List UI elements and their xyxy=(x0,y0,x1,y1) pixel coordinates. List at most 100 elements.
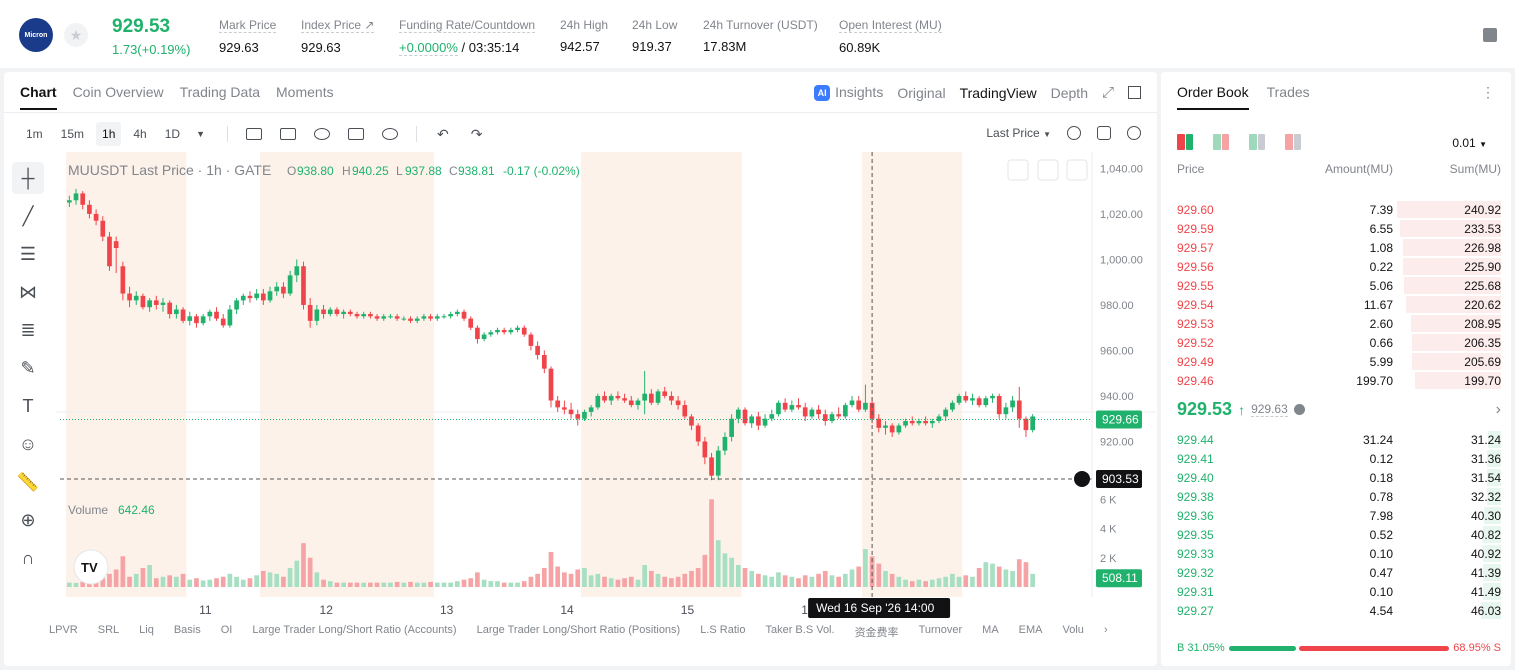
timeframe-4h[interactable]: 4h xyxy=(133,127,147,141)
collapse-icon[interactable] xyxy=(1037,159,1059,181)
tab-tradingview[interactable]: TradingView xyxy=(959,84,1037,101)
pattern-icon[interactable]: ⋈ xyxy=(19,281,37,302)
tab-order-book[interactable]: Order Book xyxy=(1177,84,1249,110)
favorite-star-icon[interactable]: ★ xyxy=(64,23,88,47)
timeframe-1d[interactable]: 1D xyxy=(164,127,181,141)
order-book-row[interactable]: 929.33 0.10 40.92 xyxy=(1177,544,1501,563)
indicator-item[interactable]: SRL xyxy=(97,624,120,636)
row-price: 929.31 xyxy=(1177,584,1214,599)
candle-type-icon[interactable] xyxy=(246,128,262,140)
redo-icon[interactable]: ↷ xyxy=(470,125,483,142)
both-sides-view-icon[interactable] xyxy=(1177,134,1193,150)
row-sum: 205.69 xyxy=(1464,354,1501,369)
tab-moments[interactable]: Moments xyxy=(276,84,334,100)
chevron-right-icon[interactable]: › xyxy=(1495,400,1501,418)
magnet-icon[interactable]: ∩ xyxy=(21,547,35,568)
camera-icon[interactable] xyxy=(1097,126,1111,140)
sell-ratio: 68.95% S xyxy=(1453,642,1501,654)
indicator-item[interactable]: Basis xyxy=(173,624,201,636)
indicator-item[interactable]: EMA xyxy=(1018,624,1043,636)
tab-coin-overview[interactable]: Coin Overview xyxy=(72,84,164,100)
indicator-item[interactable]: L.S Ratio xyxy=(700,624,746,636)
settings-icon[interactable] xyxy=(1127,126,1141,140)
precision-select[interactable]: 0.01 ▼ xyxy=(1452,136,1487,150)
indicator-item[interactable]: MA xyxy=(982,624,999,636)
order-book-row[interactable]: 929.57 1.08 226.98 xyxy=(1177,238,1501,257)
ruler-icon[interactable]: 📏 xyxy=(16,471,40,492)
fib-icon[interactable]: ≣ xyxy=(20,319,36,340)
order-book-row[interactable]: 929.55 5.06 225.68 xyxy=(1177,276,1501,295)
order-book-row[interactable]: 929.52 0.66 206.35 xyxy=(1177,333,1501,352)
crosshair-icon[interactable]: ┼ xyxy=(12,162,44,194)
order-book-row[interactable]: 929.36 7.98 40.30 xyxy=(1177,506,1501,525)
chevron-right-icon[interactable]: › xyxy=(1103,624,1108,636)
timeframe-15m[interactable]: 15m xyxy=(60,127,85,141)
expand-icon[interactable]: ⤢ xyxy=(1101,84,1114,102)
indicator-item[interactable]: OI xyxy=(220,624,233,636)
volume-bar xyxy=(381,582,387,587)
view-tabs: AI Insights Original TradingView Depth ⤢ xyxy=(814,84,1141,102)
emoji-icon[interactable]: ☺ xyxy=(18,433,38,454)
indicator-item[interactable]: LPVR xyxy=(49,624,78,636)
tab-chart[interactable]: Chart xyxy=(20,84,57,110)
tab-depth[interactable]: Depth xyxy=(1050,84,1088,101)
order-book-row[interactable]: 929.40 0.18 31.54 xyxy=(1177,468,1501,487)
search-icon[interactable] xyxy=(1067,126,1081,140)
tab-insights[interactable]: AI Insights xyxy=(814,84,883,102)
chart-legend-ohlc: O 938.80 H 940.25 L 937.88 C 938.81 -0.1… xyxy=(287,164,580,178)
indicator-item[interactable]: Turnover xyxy=(918,624,963,636)
split-view-icon[interactable] xyxy=(1285,134,1301,150)
order-book-row[interactable]: 929.41 0.12 31.36 xyxy=(1177,449,1501,468)
order-book-row[interactable]: 929.53 2.60 208.95 xyxy=(1177,314,1501,333)
order-book-row[interactable]: 929.32 0.47 41.39 xyxy=(1177,563,1501,582)
zoom-in-icon[interactable]: ⊕ xyxy=(20,509,36,530)
scroll-down-icon[interactable] xyxy=(1007,159,1029,181)
more-menu-icon[interactable]: ⋮ xyxy=(1481,84,1495,100)
refresh-icon[interactable] xyxy=(1066,159,1088,181)
candle-body xyxy=(903,421,908,426)
order-book-row[interactable]: 929.56 0.22 225.90 xyxy=(1177,257,1501,276)
order-book-row[interactable]: 929.44 31.24 31.24 xyxy=(1177,430,1501,449)
timeframe-1h[interactable]: 1h xyxy=(96,122,122,146)
timeframe-dropdown-icon[interactable]: ▼ xyxy=(196,129,205,139)
notebook-icon[interactable] xyxy=(1483,28,1497,42)
undo-icon[interactable]: ↶ xyxy=(437,125,449,142)
order-book-row[interactable]: 929.31 0.10 41.49 xyxy=(1177,582,1501,601)
tab-original[interactable]: Original xyxy=(897,84,946,101)
indicator-item[interactable]: Large Trader Long/Short Ratio (Positions… xyxy=(476,624,681,636)
bids-list: 929.44 31.24 31.24 929.41 0.12 31.36 929.40 0.1… xyxy=(1177,430,1501,620)
indicator-item[interactable]: Taker B.S Vol. xyxy=(765,624,835,636)
order-book-row[interactable]: 929.59 6.55 233.53 xyxy=(1177,219,1501,238)
order-book-row[interactable]: 929.54 11.67 220.62 xyxy=(1177,295,1501,314)
indicator-item[interactable]: Volu xyxy=(1062,624,1084,636)
trendline-icon[interactable]: ╱ xyxy=(22,205,34,226)
order-book-row[interactable]: 929.35 0.52 40.82 xyxy=(1177,525,1501,544)
candle-body xyxy=(301,266,306,305)
layout-icon[interactable] xyxy=(348,128,364,140)
replay-icon[interactable] xyxy=(314,128,330,140)
price-chart[interactable]: 1,040.00 1,020.00 1,000.00 980.00 960.00 940.… xyxy=(56,152,1156,622)
tab-trading-data[interactable]: Trading Data xyxy=(179,84,261,100)
indicators-icon[interactable] xyxy=(280,128,296,140)
indicator-item[interactable]: Large Trader Long/Short Ratio (Accounts) xyxy=(252,624,457,636)
order-book-row[interactable]: 929.49 5.99 205.69 xyxy=(1177,352,1501,371)
bids-only-view-icon[interactable] xyxy=(1213,134,1229,150)
timeframe-1m[interactable]: 1m xyxy=(26,127,43,141)
indicator-item[interactable]: Liq xyxy=(139,624,154,636)
order-book-row[interactable]: 929.60 7.39 240.92 xyxy=(1177,200,1501,219)
window-icon[interactable] xyxy=(1128,86,1141,100)
order-book-row[interactable]: 929.38 0.78 32.32 xyxy=(1177,487,1501,506)
indicator-item[interactable]: 资金费率 xyxy=(854,627,899,639)
price-type-select[interactable]: Last Price ▼ xyxy=(986,126,1051,140)
chevron-down-icon: ▼ xyxy=(1479,140,1487,149)
horizontal-lines-icon[interactable]: ☰ xyxy=(19,243,37,264)
tab-trades[interactable]: Trades xyxy=(1266,84,1310,100)
brush-icon[interactable]: ✎ xyxy=(20,357,36,378)
add-indicator-icon[interactable] xyxy=(382,128,398,140)
stat-index-price[interactable]: Index Price ↗ 929.63 xyxy=(301,18,375,55)
asks-only-view-icon[interactable] xyxy=(1249,134,1265,150)
text-icon[interactable]: T xyxy=(22,395,34,416)
order-book-row[interactable]: 929.46 199.70 199.70 xyxy=(1177,371,1501,390)
order-book-row[interactable]: 929.27 4.54 46.03 xyxy=(1177,601,1501,620)
funding-countdown: / 03:35:14 xyxy=(457,40,520,55)
